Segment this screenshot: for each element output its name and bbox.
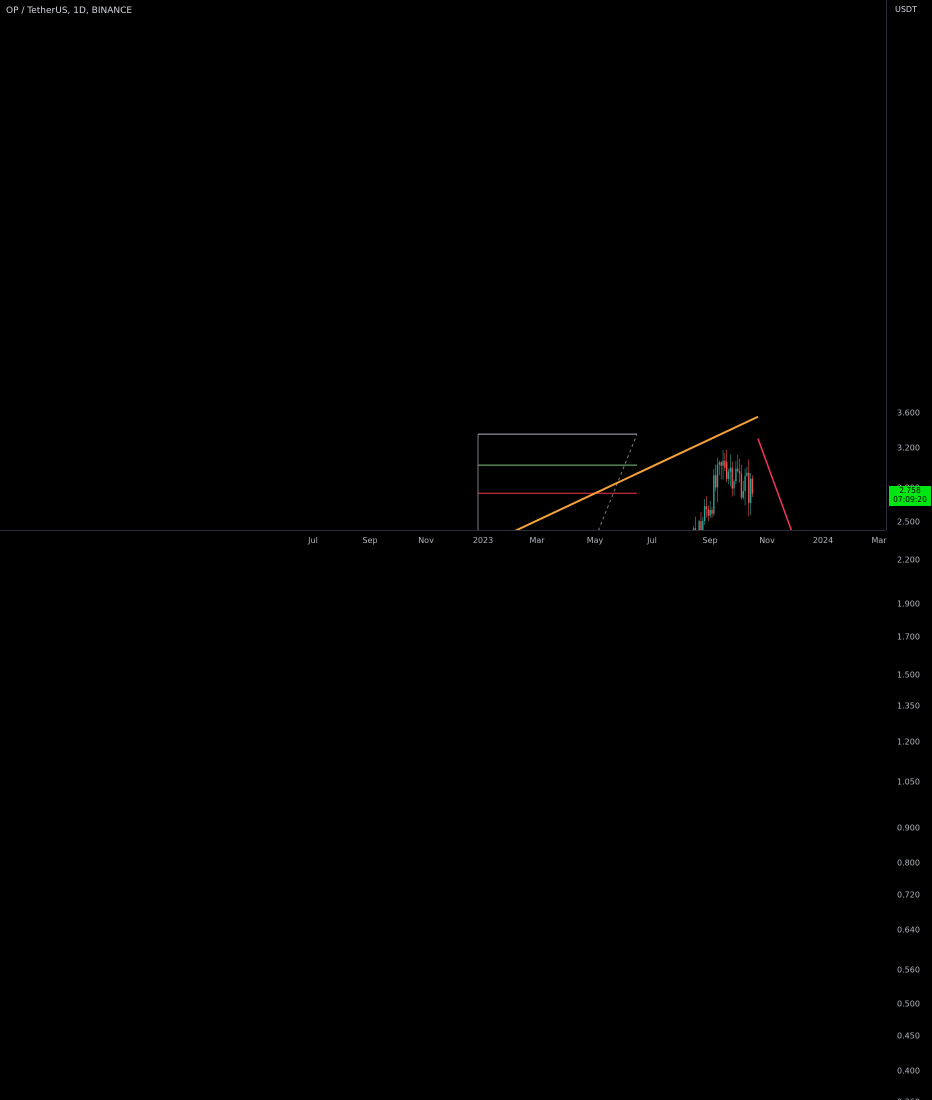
candle-body bbox=[714, 475, 717, 488]
candlestick-series bbox=[258, 449, 754, 1072]
time-tick: Nov bbox=[759, 536, 775, 545]
price-chart[interactable]: ?? bbox=[0, 0, 932, 1072]
price-tick: 1.050 bbox=[897, 777, 920, 787]
price-tick: 1.350 bbox=[897, 701, 920, 711]
time-tick: May bbox=[586, 536, 604, 545]
last-price-badge: 2.758 07:09:20 bbox=[889, 486, 931, 507]
candle-body bbox=[726, 462, 728, 479]
projection-arrow bbox=[757, 438, 825, 621]
candle-body bbox=[729, 467, 732, 472]
chart-plot-area[interactable]: ?? OP / TetherUS, 1D, BINANCE bbox=[0, 0, 932, 1072]
candle-body bbox=[722, 460, 724, 466]
symbol-title: OP / TetherUS, 1D, BINANCE bbox=[6, 6, 133, 16]
price-tick: 1.900 bbox=[897, 599, 920, 609]
candle-body bbox=[744, 475, 746, 491]
price-tick: 0.400 bbox=[897, 1066, 920, 1076]
price-tick: 0.360 bbox=[897, 1098, 920, 1100]
candle-body bbox=[711, 509, 713, 514]
last-price-value: 2.758 bbox=[899, 486, 921, 496]
price-tick: 2.200 bbox=[897, 555, 920, 565]
candle-body bbox=[709, 509, 711, 516]
candle-body bbox=[742, 490, 744, 498]
price-tick: 0.800 bbox=[897, 858, 920, 868]
price-tick: 0.500 bbox=[897, 999, 920, 1009]
time-tick: 2023 bbox=[472, 536, 494, 545]
time-axis[interactable]: Jul Sep Nov 2023 Mar May Jul Sep Nov 2024 Mar bbox=[0, 530, 887, 551]
price-tick: 2.500 bbox=[897, 517, 920, 527]
candle-body bbox=[733, 481, 735, 489]
candle-body bbox=[737, 468, 739, 472]
candle-body bbox=[705, 506, 708, 510]
candle-body bbox=[727, 471, 730, 479]
price-tick: 3.200 bbox=[897, 443, 920, 453]
time-tick: Mar bbox=[529, 536, 545, 545]
candle-body bbox=[746, 472, 748, 476]
candle-body bbox=[748, 472, 750, 503]
candle-body bbox=[702, 520, 704, 534]
time-tick: Jul bbox=[647, 536, 657, 545]
candle-body bbox=[698, 521, 700, 537]
candle-countdown: 07:09:20 bbox=[893, 495, 927, 505]
fib-trend-line bbox=[477, 433, 638, 832]
time-tick: Jul bbox=[308, 536, 318, 545]
candle-body bbox=[716, 464, 719, 488]
time-tick: 2024 bbox=[812, 536, 834, 545]
time-tick: Sep bbox=[362, 536, 378, 545]
candle-body bbox=[738, 471, 741, 474]
candle-body bbox=[724, 460, 726, 468]
candle-body bbox=[731, 467, 733, 489]
price-tick: 1.200 bbox=[897, 737, 920, 747]
price-tick: 0.560 bbox=[897, 965, 920, 975]
fib-retracement-layer bbox=[321, 433, 638, 1072]
time-tick: Sep bbox=[702, 536, 718, 545]
time-tick: Nov bbox=[418, 536, 434, 545]
price-axis-currency: USDT bbox=[895, 5, 917, 14]
candle-body bbox=[740, 473, 743, 498]
candle-body bbox=[718, 462, 721, 465]
candle-body bbox=[735, 468, 737, 482]
price-tick: 0.450 bbox=[897, 1031, 920, 1041]
candle-body bbox=[707, 509, 710, 516]
candle-body bbox=[720, 462, 722, 466]
candle-body bbox=[749, 478, 752, 503]
price-tick: 0.720 bbox=[897, 890, 920, 900]
candle-body bbox=[713, 475, 715, 514]
candle-body bbox=[751, 478, 754, 494]
time-tick: Mar bbox=[871, 536, 887, 545]
price-tick: 1.500 bbox=[897, 670, 920, 680]
price-tick: 3.600 bbox=[897, 408, 920, 418]
price-axis[interactable]: USDT 3.6003.2002.8002.5002.2001.9001.700… bbox=[886, 0, 932, 1100]
candle-body bbox=[700, 521, 702, 534]
price-tick: 0.640 bbox=[897, 925, 920, 935]
price-tick: 1.700 bbox=[897, 632, 920, 642]
candle-body bbox=[703, 506, 706, 521]
price-tick: 0.900 bbox=[897, 823, 920, 833]
